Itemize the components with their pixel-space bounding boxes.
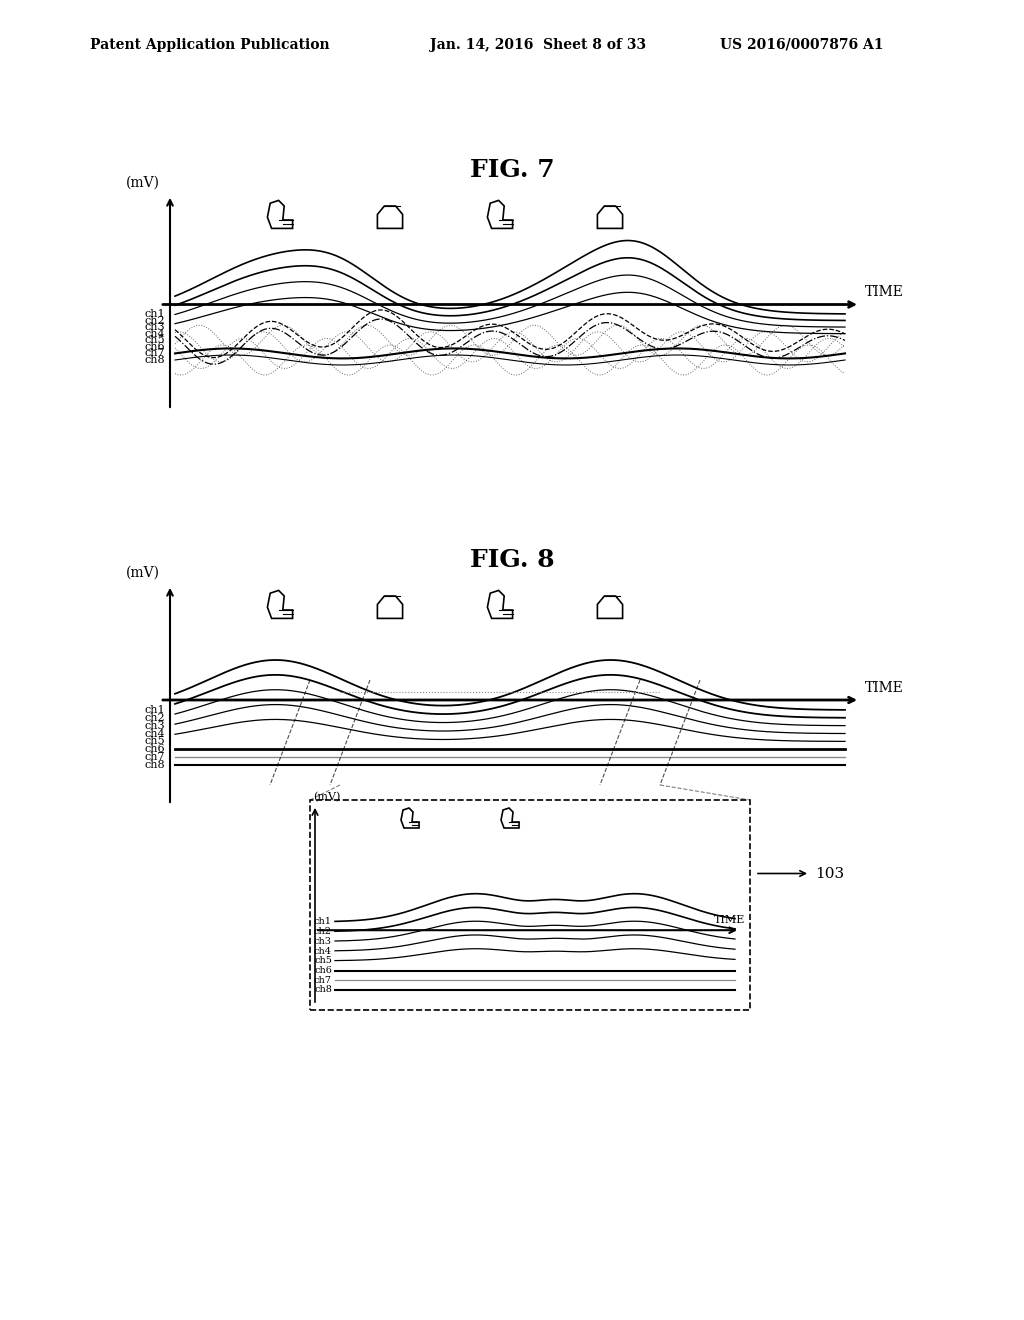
Text: 103: 103 (815, 866, 844, 880)
Text: TIME: TIME (714, 915, 745, 925)
Text: ch6: ch6 (144, 744, 165, 754)
Text: Patent Application Publication: Patent Application Publication (90, 38, 330, 51)
Text: (mV): (mV) (126, 566, 160, 579)
Text: ch6: ch6 (144, 342, 165, 352)
Text: ch4: ch4 (144, 329, 165, 339)
Text: ch2: ch2 (314, 927, 332, 936)
Text: ch8: ch8 (144, 760, 165, 770)
Text: (mV): (mV) (126, 176, 160, 190)
Text: Jan. 14, 2016  Sheet 8 of 33: Jan. 14, 2016 Sheet 8 of 33 (430, 38, 646, 51)
Text: TIME: TIME (865, 681, 904, 696)
Text: ch3: ch3 (144, 721, 165, 731)
Text: ch5: ch5 (144, 737, 165, 746)
Text: FIG. 7: FIG. 7 (470, 158, 554, 182)
Text: ch7: ch7 (314, 975, 332, 985)
Text: ch3: ch3 (144, 322, 165, 333)
Text: ch7: ch7 (144, 348, 165, 359)
Text: ch2: ch2 (144, 713, 165, 723)
Text: ch8: ch8 (314, 986, 332, 994)
Text: ch4: ch4 (144, 729, 165, 739)
Text: ch1: ch1 (314, 917, 332, 927)
Text: ch4: ch4 (314, 946, 332, 956)
Text: ch8: ch8 (144, 355, 165, 366)
Text: ch5: ch5 (314, 956, 332, 965)
Text: (mV): (mV) (313, 792, 340, 803)
Text: US 2016/0007876 A1: US 2016/0007876 A1 (720, 38, 884, 51)
Text: ch7: ch7 (144, 752, 165, 762)
Text: TIME: TIME (865, 285, 904, 300)
Text: FIG. 8: FIG. 8 (470, 548, 554, 572)
Text: ch1: ch1 (144, 705, 165, 715)
Text: ch1: ch1 (144, 309, 165, 319)
Text: ch5: ch5 (144, 335, 165, 346)
Text: ch6: ch6 (314, 966, 332, 975)
Bar (310, 800, 750, 1010)
Text: ch3: ch3 (314, 937, 332, 946)
Text: ch2: ch2 (144, 315, 165, 326)
